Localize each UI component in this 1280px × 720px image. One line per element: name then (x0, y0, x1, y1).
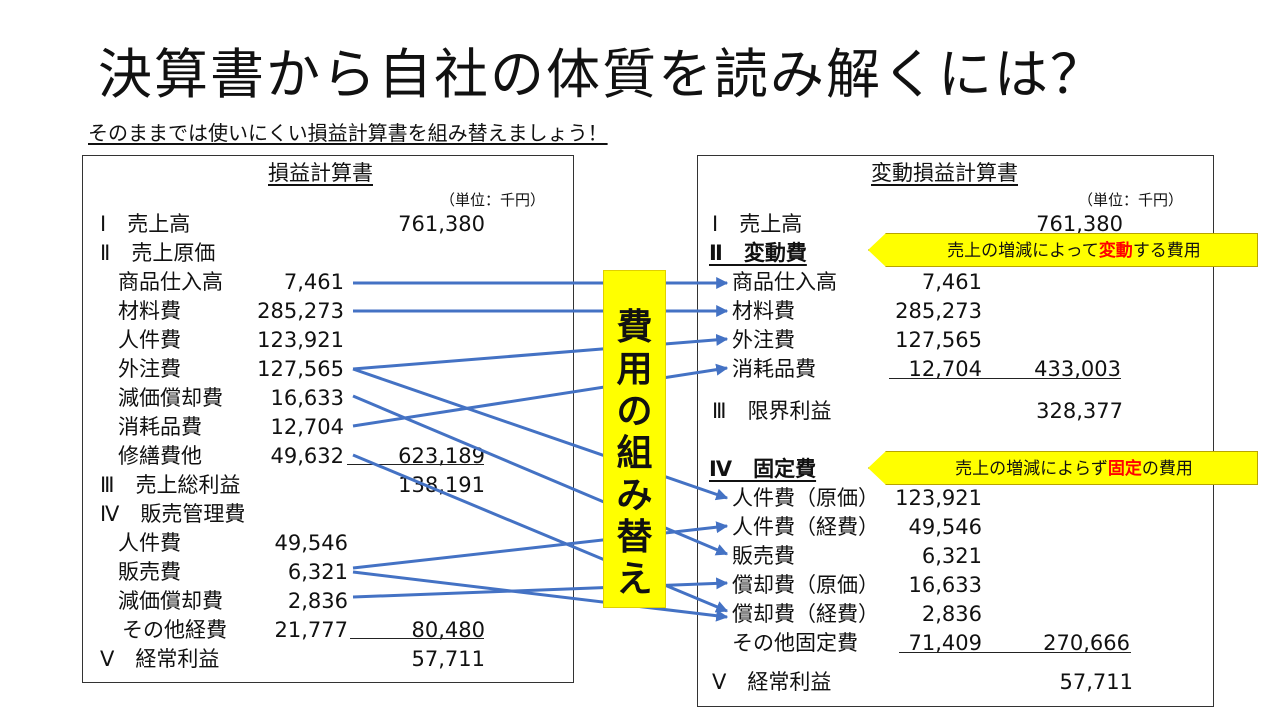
reclassification-char: み (616, 475, 653, 516)
right-value-depreciation-cost: 16,633 (908, 573, 982, 597)
callout-emphasis: 変動 (1098, 241, 1133, 261)
right-value-materials: 285,273 (895, 299, 982, 323)
subtotal-rule (899, 652, 1131, 653)
left-value-materials: 285,273 (257, 299, 344, 323)
left-value-purchases: 7,461 (283, 270, 344, 294)
left-total-sga: 80,480 (411, 618, 485, 642)
left-total-gross-profit: 138,191 (398, 473, 485, 497)
subtotal-rule (347, 464, 484, 465)
income-statement-title: 損益計算書 (268, 161, 373, 185)
right-label-depreciation-cost: 償却費（原価） (732, 573, 879, 597)
left-value-depreciation: 16,633 (270, 386, 344, 410)
variable-income-statement-title: 変動損益計算書 (871, 161, 1018, 185)
left-label-gross-profit: Ⅲ 売上総利益 (100, 473, 241, 497)
variable-cost-callout: 売上の増減によって変動する費用 (868, 233, 1258, 267)
right-total-variable-costs: 433,003 (1034, 357, 1121, 381)
left-label-materials: 材料費 (118, 299, 181, 323)
left-label-sga-labor: 人件費 (118, 531, 181, 555)
callout-text: 売上の増減によらず (955, 459, 1108, 479)
left-value-repairs: 49,632 (270, 444, 344, 468)
reclassification-char: え (616, 559, 653, 600)
left-value-labor: 123,921 (257, 328, 344, 352)
right-label-ordinary-profit: Ⅴ 経常利益 (712, 670, 832, 694)
variable-income-statement-unit: （単位：千円） (1078, 191, 1184, 209)
callout-emphasis: 固定 (1107, 459, 1142, 479)
left-value-selling: 6,321 (287, 560, 348, 584)
left-label-cost-of-sales: Ⅱ 売上原価 (100, 241, 216, 265)
left-total-sales: 761,380 (398, 212, 485, 236)
right-label-purchases: 商品仕入高 (732, 270, 837, 294)
income-statement-unit: （単位：千円） (440, 191, 546, 209)
left-label-labor: 人件費 (118, 328, 181, 352)
right-total-ordinary-profit: 57,711 (1059, 670, 1133, 694)
left-label-depreciation: 減価償却費 (118, 386, 223, 410)
page-subtitle: そのままでは使いにくい損益計算書を組み替えましょう！ (88, 121, 608, 145)
reclassification-label: 費 用 の 組 み 替 え (603, 270, 666, 608)
right-label-marginal-profit: Ⅲ 限界利益 (712, 399, 832, 423)
right-label-outsourcing: 外注費 (732, 328, 795, 352)
left-label-other-expenses: その他経費 (122, 618, 227, 642)
right-label-labor-cost: 人件費（原価） (732, 486, 879, 510)
right-value-purchases: 7,461 (921, 270, 982, 294)
left-label-ordinary-profit: Ⅴ 経常利益 (100, 647, 220, 671)
fixed-cost-callout: 売上の増減によらず固定の費用 (868, 451, 1258, 485)
left-label-consumables: 消耗品費 (118, 415, 202, 439)
right-value-labor-expense: 49,546 (908, 515, 982, 539)
callout-text: 売上の増減によって (947, 241, 1099, 261)
right-value-other-fixed: 71,409 (908, 631, 982, 655)
reclassification-char: 替 (616, 517, 653, 558)
left-value-consumables: 12,704 (270, 415, 344, 439)
right-total-sales: 761,380 (1036, 212, 1123, 236)
reclassification-char: 用 (616, 349, 653, 390)
callout-text: する費用 (1132, 241, 1201, 261)
right-total-fixed-costs: 270,666 (1043, 631, 1130, 655)
subtotal-rule (350, 638, 484, 639)
left-label-sales: Ⅰ 売上高 (100, 212, 191, 236)
right-value-labor-cost: 123,921 (895, 486, 982, 510)
reclassification-char: 組 (616, 433, 653, 474)
left-value-sga-depreciation: 2,836 (287, 589, 348, 613)
right-label-other-fixed: その他固定費 (732, 631, 858, 655)
left-total-cost-of-sales: 623,189 (398, 444, 485, 468)
left-value-other-expenses: 21,777 (274, 618, 348, 642)
right-label-materials: 材料費 (732, 299, 795, 323)
right-value-consumables: 12,704 (908, 357, 982, 381)
left-label-purchases: 商品仕入高 (118, 270, 223, 294)
right-value-selling: 6,321 (921, 544, 982, 568)
left-value-outsourcing: 127,565 (257, 357, 344, 381)
right-label-depreciation-expense: 償却費（経費） (732, 602, 879, 626)
reclassification-char: の (616, 391, 653, 432)
left-value-sga-labor: 49,546 (274, 531, 348, 555)
right-label-variable-costs: Ⅱ 変動費 (709, 241, 807, 265)
right-value-outsourcing: 127,565 (895, 328, 982, 352)
right-label-fixed-costs: Ⅳ 固定費 (709, 457, 817, 481)
right-label-consumables: 消耗品費 (732, 357, 816, 381)
callout-text: の費用 (1141, 459, 1193, 479)
left-total-ordinary-profit: 57,711 (411, 647, 485, 671)
left-label-sga: Ⅳ 販売管理費 (100, 502, 246, 526)
left-label-repairs: 修繕費他 (118, 444, 202, 468)
reclassification-char: 費 (616, 307, 653, 348)
page-title: 決算書から自社の体質を読み解くには？ (98, 43, 1106, 106)
left-label-outsourcing: 外注費 (118, 357, 181, 381)
right-label-labor-expense: 人件費（経費） (732, 515, 879, 539)
right-label-sales: Ⅰ 売上高 (712, 212, 803, 236)
subtotal-rule (889, 378, 1121, 379)
right-value-depreciation-expense: 2,836 (921, 602, 982, 626)
right-total-marginal-profit: 328,377 (1036, 399, 1123, 423)
right-label-selling: 販売費 (732, 544, 795, 568)
left-label-selling: 販売費 (118, 560, 181, 584)
left-label-sga-depreciation: 減価償却費 (118, 589, 223, 613)
